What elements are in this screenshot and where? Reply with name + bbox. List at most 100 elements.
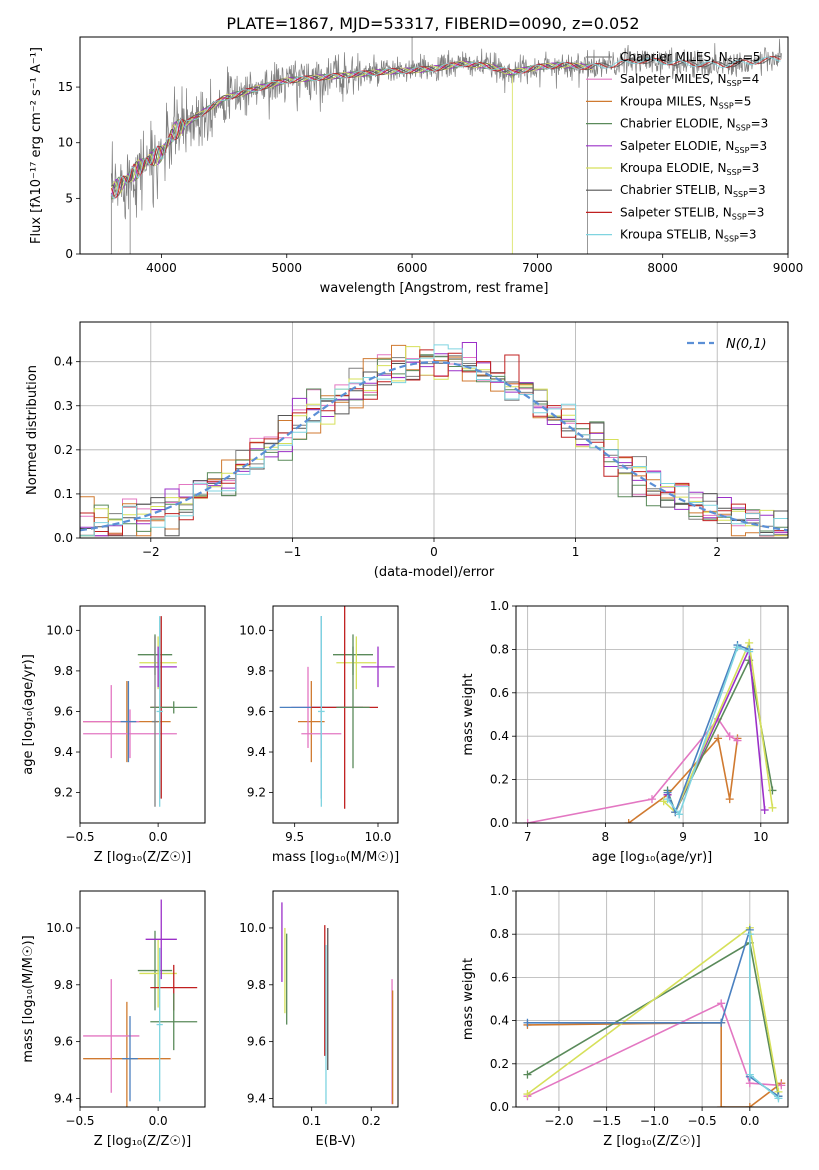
- spectrum-model-line: [110, 60, 593, 194]
- massweight-age-ytick-label: 0.0: [490, 816, 509, 830]
- age-mass-ytick-label: 9.2: [247, 786, 266, 800]
- spectrum-legend: Chabrier MILES, NSSP=5 Salpeter MILES, NS…: [586, 50, 768, 244]
- massweight-age-marker: [760, 805, 769, 814]
- age-mass-ytick-label: 9.8: [247, 664, 266, 678]
- subscript: SSP: [728, 57, 743, 66]
- massweight-Z-series-line: [527, 929, 779, 1097]
- spectrum-xtick-label: 4000: [146, 261, 177, 275]
- massweight-Z-ytick-label: 0.0: [490, 1100, 509, 1114]
- mass-Z-xtick-label: 0.0: [149, 1114, 168, 1128]
- age-Z-ytick-label: 9.4: [54, 745, 73, 759]
- age-Z-xtick-label: 0.0: [149, 830, 168, 844]
- normal-curve: [80, 360, 788, 532]
- massweight-age-marker: [523, 819, 532, 823]
- massweight-age-plot-area: [523, 638, 777, 823]
- residuals-xtick-label: −2: [142, 545, 160, 559]
- residuals-xtick-label: 1: [572, 545, 580, 559]
- massweight-Z-marker: [717, 1018, 726, 1027]
- legend-count: =5: [734, 94, 752, 108]
- spectrum-model-line: [110, 61, 593, 200]
- age-mass-point: [361, 646, 395, 688]
- age-mass-ytick-label: 9.4: [247, 745, 266, 759]
- residuals-ytick-label: 0.2: [54, 443, 73, 457]
- massweight-age-marker: [663, 795, 672, 804]
- spectrum-legend-label: Salpeter STELIB, NSSP=3: [620, 205, 764, 221]
- subscript: SSP: [724, 235, 739, 244]
- spectrum-xlabel: wavelength [Angstrom, rest frame]: [320, 281, 549, 296]
- massweight-Z-xtick-label: −1.5: [592, 1114, 621, 1128]
- massweight-age-marker: [733, 643, 742, 652]
- massweight-age-ytick-label: 0.2: [490, 773, 509, 787]
- age-Z-ytick-label: 9.8: [54, 664, 73, 678]
- mass-Z-ylabel: mass [log₁₀(M/M☉)]: [21, 935, 36, 1062]
- massweight-age-ytick-label: 0.8: [490, 642, 509, 656]
- residuals-xtick-label: 0: [430, 545, 438, 559]
- age-Z-point: [151, 636, 159, 807]
- age-mass-ytick-label: 9.6: [247, 704, 266, 718]
- plot-layer: 4000 5000 6000 7000 8000 9000051015wavelength…: [21, 36, 803, 1149]
- age-Z-point: [156, 616, 163, 807]
- massweight-Z-frame: [515, 890, 789, 1108]
- mass-EBV-xlabel: E(B-V): [315, 1134, 355, 1149]
- massweight-Z-ytick-label: 0.4: [490, 1014, 509, 1028]
- residuals-ytick-label: 0.0: [54, 531, 73, 545]
- legend-count: =5: [743, 50, 761, 64]
- spectrum-legend-label: Kroupa MILES, NSSP=5: [620, 94, 751, 110]
- massweight-Z-marker: [523, 1090, 532, 1099]
- legend-count: =3: [749, 139, 767, 153]
- age-mass-axes: 9.5 10.0 9.2 9.4 9.6 9.8 10.0 mass [log₁₀(M/M☉)…: [239, 623, 399, 865]
- massweight-age-xtick-label: 7: [524, 830, 532, 844]
- subscript: SSP: [719, 101, 734, 110]
- massweight-Z-ytick-label: 0.6: [490, 970, 509, 984]
- residual-histogram: [80, 344, 788, 538]
- massweight-Z-marker: [774, 1094, 783, 1103]
- residuals-xlabel: (data-model)/error: [374, 565, 495, 580]
- residual-legend: N(0,1): [687, 337, 767, 352]
- spectrum-ytick-label: 5: [65, 191, 73, 205]
- spectrum-axes: 4000 5000 6000 7000 8000 9000 0 5 10 15 wavelength…: [29, 47, 803, 296]
- massweight-Z-ylabel: mass weight: [461, 958, 476, 1040]
- mass-Z-point: [139, 939, 177, 1008]
- massweight-age-ylabel: mass weight: [461, 673, 476, 755]
- massweight-age-marker: [624, 819, 633, 823]
- spectrum-legend-label: Salpeter ELODIE, NSSP=3: [620, 139, 767, 155]
- spectrum-legend-label: Chabrier MILES, NSSP=5: [620, 50, 760, 66]
- age-Z-point: [150, 701, 198, 714]
- mass-EBV-ytick-label: 9.4: [247, 1091, 266, 1105]
- age-mass-point: [336, 636, 377, 690]
- spectrum-xtick-label: 9000: [773, 261, 804, 275]
- mass-Z-point: [150, 993, 198, 1051]
- legend-count: =3: [739, 228, 757, 242]
- age-mass-xlabel: mass [log₁₀(M/M☉)]: [272, 850, 399, 865]
- mass-Z-point: [83, 979, 140, 1093]
- massweight-Z-marker: [523, 1018, 532, 1027]
- massweight-age-xtick-label: 10: [753, 830, 768, 844]
- massweight-age-xtick-label: 9: [679, 830, 687, 844]
- age-Z-ytick-label: 10.0: [46, 623, 73, 637]
- age-mass-ytick-label: 10.0: [239, 623, 266, 637]
- massweight-age-xlabel: age [log₁₀(age/yr)]: [592, 850, 713, 865]
- massweight-Z-xtick-label: −1.0: [640, 1114, 669, 1128]
- spectrum-ylabel: Flux [fλ10⁻¹⁷ erg cm⁻² s⁻¹ A⁻¹]: [29, 47, 44, 244]
- spectrum-model-line: [110, 60, 593, 197]
- massweight-Z-series-line: [527, 1002, 782, 1097]
- residuals-ytick-label: 0.4: [54, 355, 73, 369]
- age-mass-frame: [272, 605, 399, 824]
- massweight-age-marker: [745, 647, 754, 656]
- subscript: SSP: [733, 190, 748, 199]
- mass-Z-ytick-label: 9.4: [54, 1091, 73, 1105]
- massweight-Z-marker: [777, 1081, 786, 1090]
- spectrum-legend-label: Salpeter MILES, NSSP=4: [620, 72, 759, 88]
- age-Z-ylabel: age [log₁₀(age/yr)]: [21, 654, 36, 775]
- massweight-Z-ytick-label: 1.0: [490, 884, 509, 898]
- massweight-age-xtick-label: 8: [602, 830, 610, 844]
- age-mass-plot-area: [279, 606, 395, 809]
- age-Z-axes: −0.5 0.0 9.2 9.4 9.6 9.8 10.0 Z [log₁₀(Z/Z☉)] ag…: [21, 623, 191, 865]
- mass-Z-point: [137, 930, 173, 1011]
- age-Z-frame: [79, 605, 206, 824]
- mass-Z-ytick-label: 9.6: [54, 1035, 73, 1049]
- age-mass-point: [318, 616, 325, 807]
- massweight-Z-xlabel: Z [log₁₀(Z/Z☉)]: [603, 1134, 700, 1149]
- age-Z-ytick-label: 9.2: [54, 786, 73, 800]
- spectrum-frame: [79, 36, 789, 255]
